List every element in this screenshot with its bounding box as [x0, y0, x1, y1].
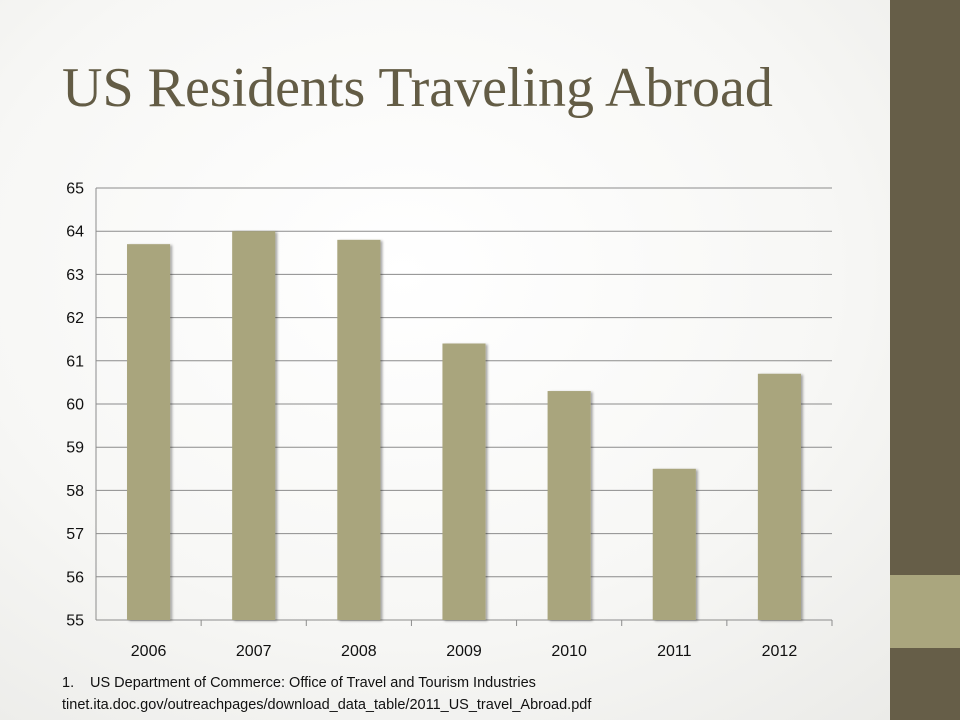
bar-2011	[652, 468, 696, 620]
x-tick-label: 2007	[236, 643, 272, 660]
bar-2008	[337, 239, 381, 620]
source-org: US Department of Commerce: Office of Tra…	[90, 675, 536, 691]
x-tick-label: 2006	[131, 643, 167, 660]
bar-2006	[127, 244, 171, 620]
y-tick-label: 59	[66, 440, 84, 457]
y-tick-label: 58	[66, 483, 84, 500]
y-tick-label: 63	[66, 267, 84, 284]
y-tick-label: 55	[66, 613, 84, 630]
source-line-1: 1. US Department of Commerce: Office of T…	[62, 672, 862, 694]
y-tick-label: 57	[66, 526, 84, 543]
y-tick-label: 65	[66, 181, 84, 198]
x-tick-label: 2008	[341, 643, 377, 660]
bar-2012	[757, 373, 801, 620]
x-tick-label: 2012	[762, 643, 798, 660]
y-tick-label: 62	[66, 310, 84, 327]
bar-2010	[547, 391, 591, 620]
side-accent	[890, 575, 960, 648]
slide-title: US Residents Traveling Abroad	[62, 57, 773, 119]
y-tick-label: 64	[66, 224, 84, 241]
bar-2009	[442, 343, 486, 620]
source-number: 1.	[62, 675, 75, 691]
y-tick-label: 61	[66, 353, 84, 370]
x-tick-label: 2011	[657, 643, 692, 660]
bar-2007	[232, 231, 276, 620]
source-line-2: tinet.ita.doc.gov/outreachpages/download…	[62, 697, 592, 713]
x-tick-label: 2009	[446, 643, 482, 660]
y-tick-label: 56	[66, 569, 84, 586]
source-note: 1. US Department of Commerce: Office of T…	[62, 672, 862, 716]
x-tick-label: 2010	[551, 643, 587, 660]
y-tick-label: 60	[66, 397, 84, 414]
